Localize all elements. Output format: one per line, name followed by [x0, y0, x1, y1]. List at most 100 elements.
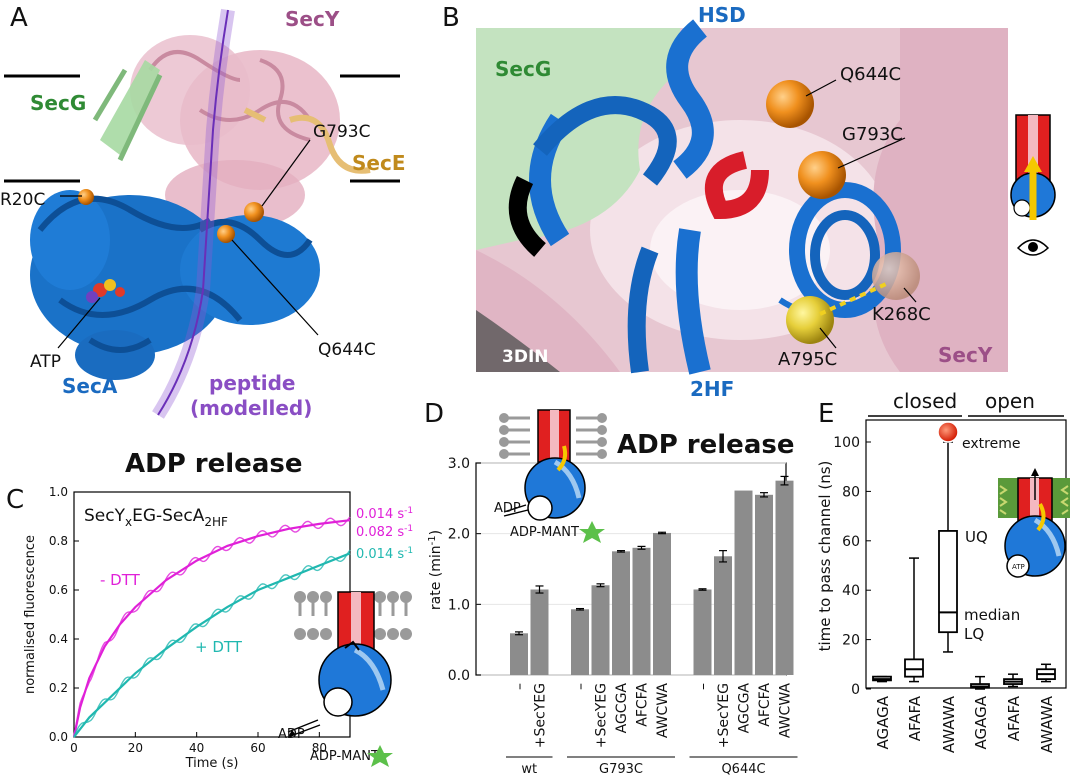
label-secy: SecY — [938, 343, 993, 367]
panel-d: D ADP release 0.01.02.03.0wt G793C Q644C– +… — [424, 399, 798, 777]
bar — [591, 585, 610, 675]
annot-median: median — [964, 606, 1020, 624]
x-tick-label: AFAFA — [1005, 695, 1023, 741]
y-tick-label: 80 — [842, 484, 860, 500]
label-g793c: G793C — [842, 124, 903, 145]
bar — [734, 490, 753, 675]
leader-line — [837, 137, 906, 169]
x-tick-label: 60 — [250, 741, 265, 755]
x-tick-label: +SecYEG — [533, 683, 549, 748]
y-tick-label: 0.8 — [49, 534, 68, 548]
x-tick-label: AGAGA — [972, 695, 990, 749]
chart-title: ADP release — [617, 430, 794, 460]
x-tick-label: AWAWA — [1038, 695, 1056, 753]
x-tick-label: 40 — [189, 741, 204, 755]
y-tick-label: 60 — [842, 534, 860, 550]
label-seca: SecA — [62, 374, 118, 398]
y-tick-label: 40 — [842, 583, 860, 599]
panel-letter-e: E — [818, 399, 834, 429]
label-modelled: (modelled) — [190, 396, 312, 420]
x-axis-label: Time (s) — [185, 756, 239, 771]
panel-letter-a: A — [10, 3, 28, 33]
bar — [714, 556, 732, 675]
schematic-label-adp: ADP — [494, 501, 521, 516]
panel-a: A — [0, 3, 406, 420]
label-r20c: R20C — [0, 190, 45, 210]
seca-schematic-c — [287, 591, 412, 738]
x-tick-label: – — [696, 683, 712, 690]
x-tick-label: 0 — [70, 741, 78, 755]
annot-uq: UQ — [965, 528, 988, 546]
rate-3: 0.014 s-1 — [356, 546, 413, 562]
bar — [571, 609, 589, 675]
leader-line — [819, 327, 837, 349]
leader-line — [903, 287, 917, 303]
x-tick-label: AGAGA — [874, 695, 892, 749]
x-tick-label: AWCWA — [655, 683, 671, 739]
y-tick-label: 100 — [833, 435, 860, 451]
label-peptide: peptide — [209, 371, 296, 395]
label-a795c: A795C — [778, 349, 837, 370]
secg-structure — [92, 60, 163, 162]
x-tick-label: AWAWA — [940, 695, 958, 753]
transit-time-boxplot: 0 20 40 60 80 100 AGAGA AFAFA AWAWA AGAGA AFAFA AWA… — [833, 419, 1067, 753]
x-tick-label: +SecYEG — [716, 683, 732, 748]
y-tick-label: 0.0 — [448, 668, 470, 684]
y-axis-label: time to pass channel (ns) — [816, 461, 834, 652]
plot-frame — [865, 419, 1067, 689]
series-label-plus-dtt: + DTT — [195, 638, 243, 656]
k268c-sphere — [872, 252, 920, 300]
group-label: wt — [521, 762, 537, 777]
x-tick-label: 20 — [128, 741, 143, 755]
shadow — [476, 310, 560, 372]
y-tick-label: 1.0 — [448, 597, 470, 613]
y-tick-label: 0.0 — [49, 730, 68, 744]
x-tick-label: AFCFA — [757, 683, 773, 727]
label-q644c: Q644C — [840, 64, 901, 85]
label-secy: SecY — [285, 7, 340, 31]
group-label: Q644C — [721, 762, 765, 777]
label-secg: SecG — [495, 57, 551, 81]
rate-1: 0.014 s-1 — [356, 506, 413, 522]
label-g793c: G793C — [313, 122, 371, 142]
y-tick-label: 3.0 — [448, 456, 470, 472]
schematic-label-atp: ATP — [1012, 563, 1025, 571]
y-tick-label: 1.0 — [49, 485, 68, 499]
series-fit-line — [72, 519, 351, 738]
leader-line — [57, 297, 101, 349]
rate-2: 0.082 s-1 — [356, 524, 413, 540]
label-atp: ATP — [30, 352, 61, 372]
y-tick-label: 0.2 — [49, 681, 68, 695]
x-tick-label: 80 — [312, 741, 327, 755]
label-hsd: HSD — [698, 3, 746, 27]
x-tick-label: – — [573, 683, 589, 690]
y-axis-label: normalised fluorescence — [23, 535, 38, 694]
y-axis-label: rate (min-1) — [427, 530, 444, 610]
residue-sphere — [217, 225, 235, 243]
bar — [632, 547, 651, 675]
box — [904, 658, 924, 678]
y-tick-label: 0.4 — [49, 632, 68, 646]
g793c-sphere — [798, 151, 846, 199]
atp-site — [86, 279, 125, 303]
red-loop — [704, 151, 769, 220]
q644c-sphere — [766, 80, 814, 128]
hsd-helix — [508, 19, 714, 257]
x-tick-label: AGCGA — [614, 683, 630, 734]
schematic-label-adp-mant: ADP-MANT — [310, 749, 379, 764]
inset-title: SecYxEG-SecA2HF — [84, 506, 228, 529]
annot-lq: LQ — [964, 625, 984, 643]
bar — [510, 633, 528, 675]
viewer-schematic — [1010, 114, 1056, 256]
twohf-helix — [627, 182, 901, 375]
bar — [775, 480, 794, 675]
x-tick-label: +SecYEG — [594, 683, 610, 748]
x-tick-label: AFAFA — [906, 695, 924, 741]
bar — [693, 589, 712, 675]
x-tick-label: AGCGA — [737, 683, 753, 734]
panel-c: C ADP release 0.0 0.2 0.4 0.6 0.8 1.0 0 20 40 60 8… — [6, 449, 413, 771]
distance-line — [819, 282, 887, 316]
bar — [530, 589, 549, 675]
chart-title: ADP release — [125, 449, 302, 479]
x-tick-label: AWCWA — [778, 683, 794, 739]
